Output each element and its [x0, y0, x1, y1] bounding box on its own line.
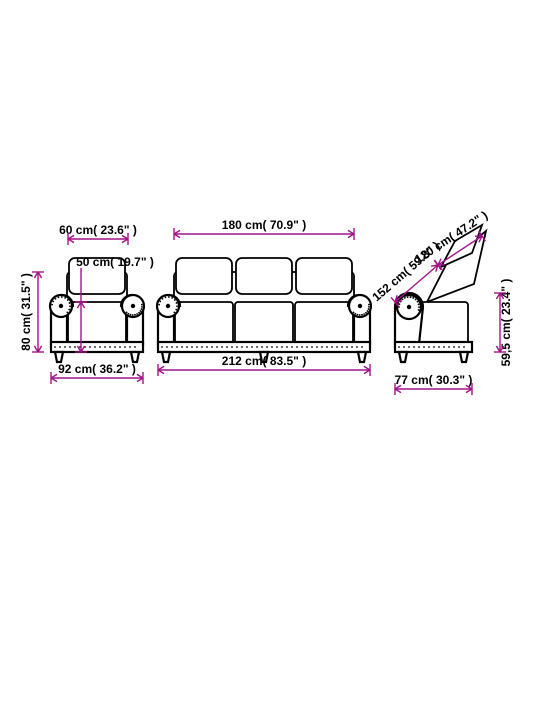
- svg-text:80 cm( 31.5" ): 80 cm( 31.5" ): [19, 273, 33, 351]
- armchair-front: [50, 258, 144, 362]
- sofa-front: [157, 258, 371, 362]
- svg-text:180 cm( 70.9" ): 180 cm( 70.9" ): [222, 218, 306, 232]
- dim-armchair-height: 80 cm( 31.5" ): [19, 272, 38, 352]
- dimension-diagram: 60 cm( 23.6" ) 50 cm( 19.7" ) 80 cm( 31.5"…: [0, 0, 540, 720]
- svg-text:59,5 cm( 23.4" ): 59,5 cm( 23.4" ): [499, 279, 513, 367]
- dim-sofa-width: 212 cm( 83.5" ): [158, 354, 370, 370]
- svg-text:212 cm( 83.5" ): 212 cm( 83.5" ): [222, 354, 306, 368]
- svg-text:50 cm( 19.7" ): 50 cm( 19.7" ): [76, 255, 154, 269]
- svg-text:60 cm( 23.6" ): 60 cm( 23.6" ): [59, 223, 137, 237]
- svg-text:92 cm( 36.2" ): 92 cm( 36.2" ): [58, 362, 136, 376]
- dim-sofa-seat-width: 180 cm( 70.9" ): [174, 218, 354, 234]
- dim-side-depth: 77 cm( 30.3" ): [395, 373, 473, 389]
- dim-armchair-width: 92 cm( 36.2" ): [51, 362, 143, 378]
- dim-side-seat-height: 59,5 cm( 23.4" ): [499, 279, 513, 367]
- svg-text:77 cm( 30.3" ): 77 cm( 30.3" ): [395, 373, 473, 387]
